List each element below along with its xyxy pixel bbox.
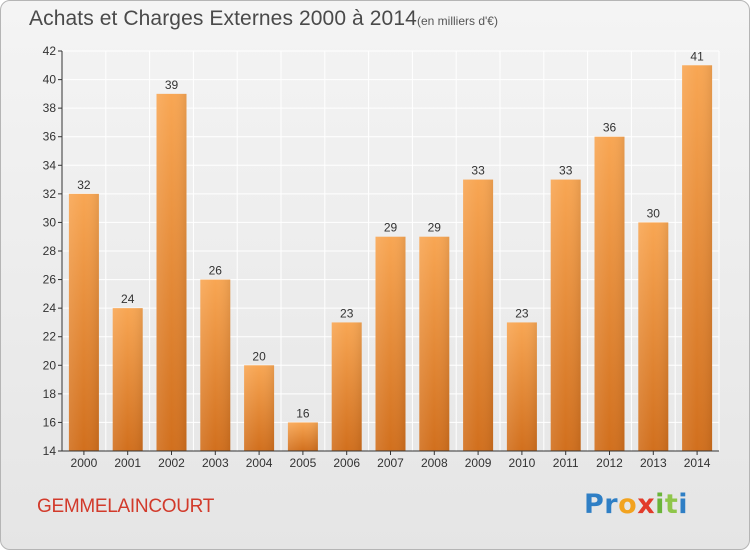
- x-tick-label: 2007: [377, 456, 404, 470]
- proxiti-logo[interactable]: Proxiti: [584, 489, 689, 520]
- data-label-2009: 33: [471, 164, 485, 178]
- bar-sheen: [244, 365, 275, 451]
- y-tick-label: 30: [43, 215, 57, 229]
- bar-sheen: [594, 136, 625, 451]
- commune-name: GEMMELAINCOURT: [37, 496, 215, 517]
- y-tick-label: 18: [43, 387, 57, 401]
- axis-layer: 14 16 18 20 22 24 26 28 30 32 34 36 38 40 42 2000 2001 20…: [43, 44, 719, 470]
- x-tick-label: 2001: [114, 456, 141, 470]
- x-tick-label: 2006: [333, 456, 360, 470]
- bar-sheen: [419, 236, 450, 451]
- x-tick-label: 2003: [202, 456, 229, 470]
- x-tick-label: 2000: [71, 456, 98, 470]
- x-tick-label: 2011: [553, 456, 579, 470]
- x-tick-label: 2005: [290, 456, 317, 470]
- bar-sheen: [287, 422, 318, 451]
- data-label-2011: 33: [559, 164, 573, 178]
- y-tick-label: 28: [43, 244, 57, 258]
- y-tick-label: 42: [43, 44, 57, 58]
- bar-sheen: [550, 179, 581, 452]
- y-tick-label: 38: [43, 101, 57, 115]
- y-tick-label: 14: [43, 444, 57, 458]
- y-tick-label: 32: [43, 187, 57, 201]
- data-label-2008: 29: [428, 221, 442, 235]
- chart-subtitle: (en milliers d'€): [417, 14, 498, 28]
- data-label-2007: 29: [384, 221, 398, 235]
- data-label-2002: 39: [165, 78, 179, 92]
- x-tick-label: 2010: [509, 456, 536, 470]
- data-label-2003: 26: [209, 264, 223, 278]
- data-label-2006: 23: [340, 306, 354, 320]
- x-tick-label: 2012: [596, 456, 623, 470]
- y-tick-label: 22: [43, 330, 57, 344]
- y-tick-label: 36: [43, 130, 57, 144]
- bar-sheen: [463, 179, 494, 452]
- bar-sheen: [506, 322, 537, 451]
- bar-sheen: [156, 93, 187, 451]
- bar-sheen: [375, 236, 406, 451]
- labels-layer: 32 24 39 26 20 16 23 29 29 33 23 33 36 30 41: [77, 49, 704, 420]
- y-tick-label: 16: [43, 415, 57, 429]
- data-label-2010: 23: [515, 306, 529, 320]
- data-label-2014: 41: [690, 49, 704, 63]
- data-label-2004: 20: [252, 349, 266, 363]
- chart-title: Achats et Charges Externes 2000 à 2014: [29, 7, 417, 30]
- x-tick-label: 2008: [421, 456, 448, 470]
- y-tick-label: 34: [43, 158, 57, 172]
- x-tick-label: 2004: [246, 456, 273, 470]
- bars-layer: [68, 65, 713, 452]
- bar-sheen: [112, 308, 143, 451]
- y-tick-label: 24: [43, 301, 57, 315]
- data-label-2001: 24: [121, 292, 135, 306]
- x-tick-label: 2002: [158, 456, 185, 470]
- x-tick-label: 2013: [640, 456, 667, 470]
- bar-sheen: [68, 193, 99, 451]
- data-label-2013: 30: [647, 206, 661, 220]
- data-label-2012: 36: [603, 121, 617, 135]
- bar-sheen: [638, 222, 669, 451]
- y-tick-label: 26: [43, 273, 57, 287]
- y-tick-label: 40: [43, 73, 57, 87]
- data-label-2005: 16: [296, 406, 310, 420]
- bar-sheen: [331, 322, 362, 451]
- bar-sheen: [682, 65, 713, 452]
- y-tick-label: 20: [43, 358, 57, 372]
- x-tick-label: 2014: [684, 456, 711, 470]
- x-tick-label: 2009: [465, 456, 492, 470]
- data-label-2000: 32: [77, 178, 91, 192]
- bar-sheen: [200, 279, 231, 451]
